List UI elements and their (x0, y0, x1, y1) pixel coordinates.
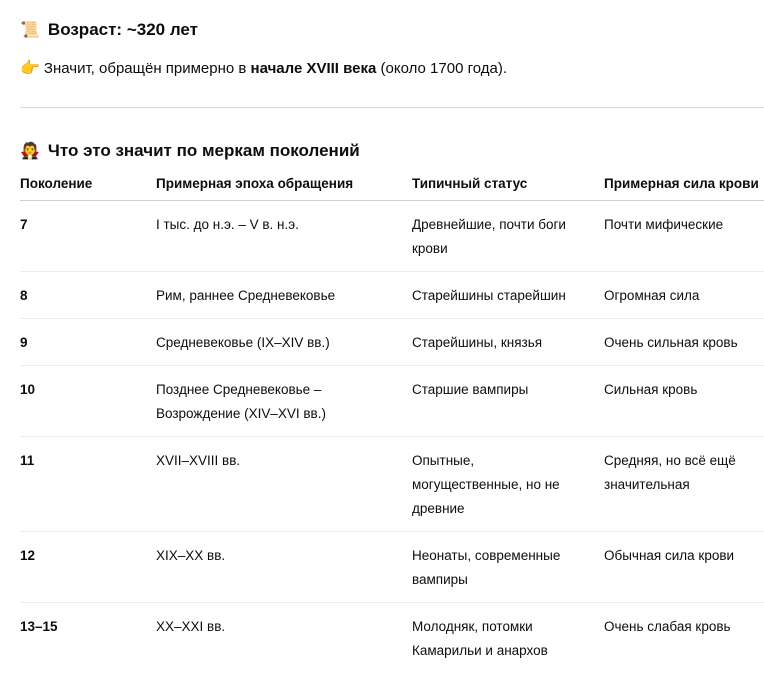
cell-generation: 13–15 (20, 619, 58, 634)
cell-era: XVII–XVIII вв. (156, 436, 412, 532)
cell-generation: 12 (20, 531, 156, 603)
header-era: Примерная эпоха обращения (156, 174, 412, 201)
cell-era: Рим, раннее Средневековье (156, 271, 412, 319)
header-status: Типичный статус (412, 174, 604, 201)
cell-status: Старшие вампиры (412, 365, 604, 437)
cell-status: Старейшины старейшин (412, 271, 604, 319)
cell-blood: Очень сильная кровь (604, 318, 764, 366)
table-row: 8 Рим, раннее Средневековье Старейшины ста… (20, 271, 764, 319)
cell-generation: 7 (20, 200, 156, 272)
cell-generation: 9 (20, 318, 156, 366)
scroll-icon: 📜 (20, 22, 40, 39)
generations-heading-text: Что это значит по меркам поколений (47, 141, 360, 160)
cell-status: Неонаты, современные вампиры (412, 531, 604, 603)
cell-status: Опытные, могущественные, но не древние (412, 436, 604, 532)
table-header-row: Поколение Примерная эпоха обращения Типи… (20, 174, 764, 201)
header-generation: Поколение (20, 174, 156, 201)
summary-text-end: (около 1700 года). (376, 60, 508, 77)
cell-blood: Обычная сила крови (604, 531, 764, 603)
cell-status: Молодняк, потомки Камарильи и анархов (412, 619, 548, 658)
cell-generation: 8 (20, 271, 156, 319)
age-heading-text: Возраст: ~320 лет (47, 20, 198, 39)
summary-text: Значит, обращён примерно в (43, 60, 251, 77)
cell-era: Позднее Средневековье – Возрождение (XIV… (156, 365, 412, 437)
cell-generation: 11 (20, 436, 156, 532)
cell-blood: Очень слабая кровь (604, 619, 731, 634)
generations-table: Поколение Примерная эпоха обращения Типи… (20, 174, 764, 673)
table-row: 11 XVII–XVIII вв. Опытные, могущественные,… (20, 436, 764, 532)
vampire-icon: 🧛 (20, 143, 40, 160)
summary-bold: начале XVIII века (250, 60, 377, 77)
pointing-hand-icon: 👉 (20, 60, 40, 77)
cell-blood: Огромная сила (604, 271, 764, 319)
cell-status: Древнейшие, почти боги крови (412, 200, 604, 272)
table-row: 9 Средневековье (IX–XIV вв.) Старейшины, к… (20, 318, 764, 366)
header-blood: Примерная сила крови (604, 174, 764, 201)
generations-heading: 🧛 Что это значит по меркам поколений (20, 141, 360, 161)
table-row: 12 XIX–XX вв. Неонаты, современные вампиры… (20, 531, 764, 603)
cell-era: XIX–XX вв. (156, 531, 412, 603)
cell-era: Средневековье (IX–XIV вв.) (156, 318, 412, 366)
cell-era: I тыс. до н.э. – V в. н.э. (156, 200, 412, 272)
cell-status: Старейшины, князья (412, 318, 604, 366)
summary-paragraph: 👉 Значит, обращён примерно в начале XVIII… (20, 58, 507, 78)
cell-blood: Сильная кровь (604, 365, 764, 437)
table-row: 13–15 XX–XXI вв. Молодняк, потомки Камарил… (20, 603, 764, 673)
age-heading: 📜 Возраст: ~320 лет (20, 20, 198, 40)
table-row: 10 Позднее Средневековье – Возрождение (X… (20, 365, 764, 437)
cell-blood: Средняя, но всё ещё значительная (604, 436, 764, 532)
cell-generation: 10 (20, 365, 156, 437)
cell-era: XX–XXI вв. (156, 619, 226, 634)
divider (20, 107, 764, 108)
cell-blood: Почти мифические (604, 200, 764, 272)
